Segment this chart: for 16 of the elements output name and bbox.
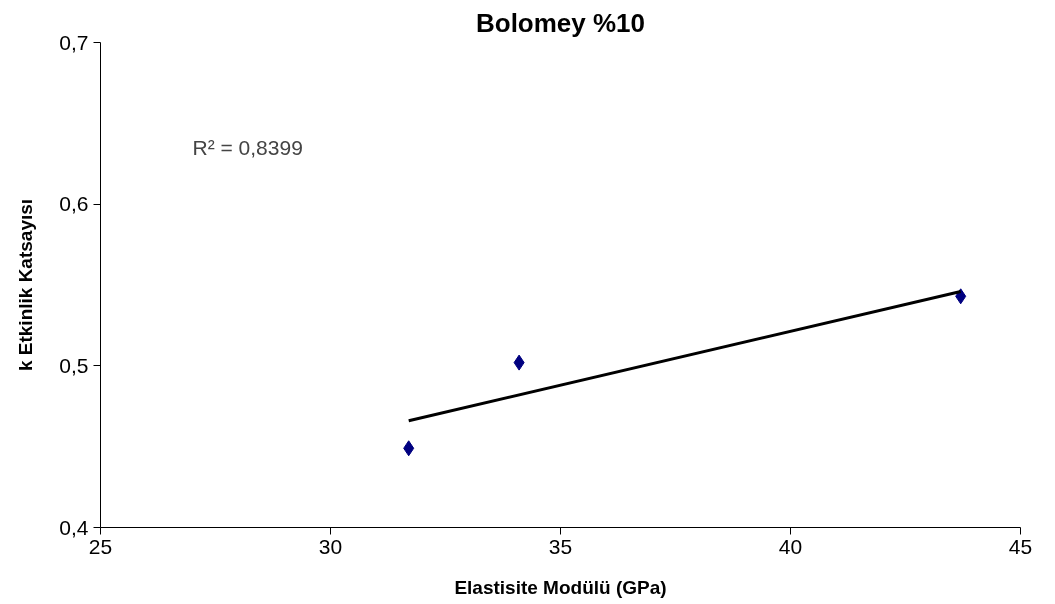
- x-tick-label: 40: [778, 534, 803, 558]
- point: [955, 288, 967, 305]
- y-tick-label: 0,4: [59, 515, 89, 539]
- y-tick-label: 0,5: [59, 353, 89, 377]
- x-tick-label: 25: [88, 534, 113, 558]
- y-tick-label: 0,6: [59, 192, 89, 216]
- chart-title: Bolomey %10: [475, 7, 646, 38]
- y-axis-title: k Etkinlik Katsayısı: [15, 198, 37, 372]
- y-tick-label: 0,7: [59, 30, 89, 54]
- annotation: R² = 0,8399: [192, 135, 303, 159]
- x-tick-label: 30: [318, 534, 343, 558]
- x-tick-label: 35: [548, 534, 573, 558]
- x-axis-title: Elastisite Modülü (GPa): [454, 576, 667, 598]
- point: [403, 440, 415, 457]
- point: [513, 354, 525, 371]
- x-tick-label: 45: [1008, 534, 1033, 558]
